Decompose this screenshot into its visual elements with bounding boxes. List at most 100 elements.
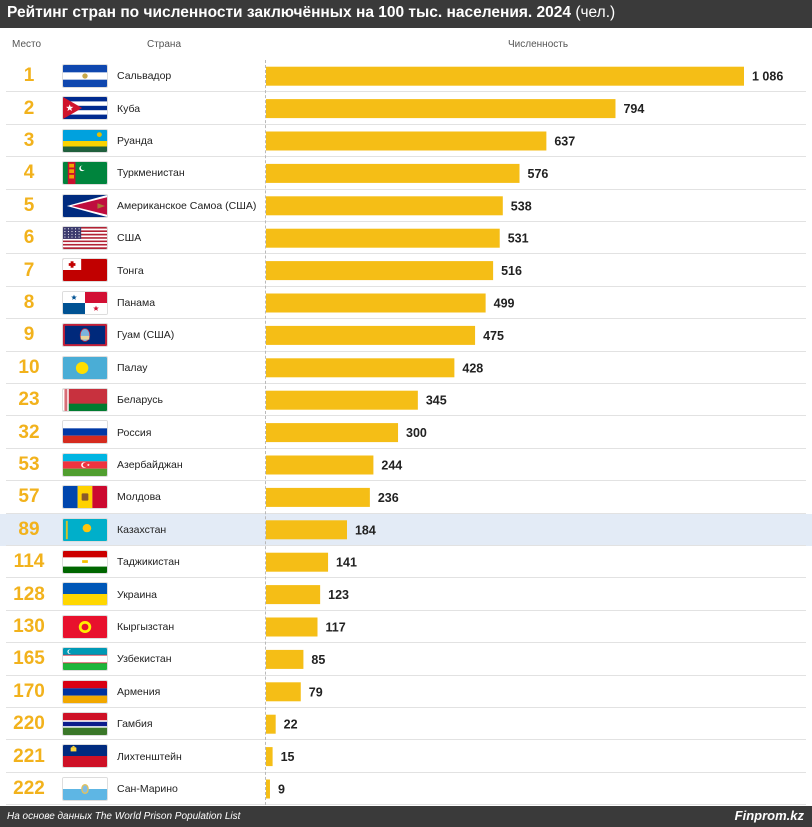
bar-baseline — [265, 60, 266, 805]
value-label: 1 086 — [752, 70, 783, 84]
row-divider — [6, 350, 806, 352]
kyrgyzstan-flag — [62, 614, 108, 639]
bar — [266, 649, 304, 669]
moldova-flag — [62, 485, 108, 510]
bar — [266, 552, 329, 572]
row-divider — [6, 285, 806, 287]
russia-flag — [62, 420, 108, 445]
ukraine-flag — [62, 582, 108, 607]
title-bar: Рейтинг стран по численности заключённых… — [0, 0, 812, 28]
table-row: 222 Сан-Марино — [0, 773, 812, 806]
country-name: Тонга — [117, 264, 144, 277]
bar — [266, 617, 318, 637]
rank-place: 1 — [23, 65, 35, 87]
country-name: Узбекистан — [117, 653, 172, 666]
row-divider — [6, 123, 806, 125]
belarus-flag — [62, 388, 108, 412]
value-label: 22 — [284, 718, 298, 732]
value-label: 79 — [309, 685, 323, 699]
tajikistan-flag — [62, 550, 108, 574]
country-name: Туркменистан — [117, 167, 185, 180]
rank-place: 3 — [23, 129, 35, 151]
san-marino-flag — [62, 776, 108, 801]
rank-place: 114 — [13, 551, 45, 573]
rank-place: 221 — [13, 745, 45, 767]
table-row: 8 Панама — [0, 287, 812, 320]
bar — [266, 390, 418, 410]
country-name: Лихтенштейн — [117, 750, 182, 763]
liechtenstein-flag — [62, 744, 108, 769]
country-name: Украина — [117, 588, 157, 601]
value-label: 516 — [501, 264, 522, 278]
value-label: 538 — [511, 199, 532, 213]
row-divider — [6, 544, 806, 546]
table-row: 1 Сальвадор — [0, 60, 812, 93]
rank-place: 128 — [13, 583, 45, 605]
table-row: 6 США — [0, 222, 812, 255]
row-divider — [6, 512, 806, 514]
value-label: 15 — [281, 750, 295, 764]
value-label: 300 — [406, 426, 427, 440]
value-label: 117 — [326, 621, 346, 635]
bar — [266, 714, 276, 734]
table-row: 7 Тонга — [0, 254, 812, 287]
country-name: Руанда — [117, 134, 153, 147]
value-label: 9 — [278, 783, 285, 797]
bar — [266, 261, 494, 281]
rank-place: 53 — [18, 453, 40, 475]
palau-flag — [62, 355, 108, 380]
value-label: 794 — [623, 102, 644, 116]
salvador-flag — [62, 64, 108, 88]
column-header-country: Страна — [147, 39, 182, 50]
country-name: Гамбия — [117, 718, 153, 731]
table-row: 57 Молдова — [0, 481, 812, 514]
bar — [266, 163, 520, 183]
row-divider — [6, 318, 806, 320]
country-name: Беларусь — [117, 394, 163, 407]
row-divider — [6, 609, 806, 611]
rank-place: 222 — [13, 777, 45, 799]
country-name: Сан-Марино — [117, 782, 178, 795]
american-samoa-flag — [62, 193, 108, 218]
table-row: 170 Армения — [0, 676, 812, 708]
table-row: 32 Россия — [0, 416, 812, 449]
table-row: 53 Азербайджан — [0, 449, 812, 482]
turkmenistan-flag — [62, 161, 108, 186]
armenia-flag — [62, 679, 108, 704]
row-divider — [6, 804, 806, 806]
country-name: Панама — [117, 296, 156, 309]
country-name: Россия — [117, 426, 152, 439]
value-label: 428 — [462, 361, 483, 375]
rank-place: 57 — [18, 486, 40, 508]
rank-place: 8 — [23, 291, 35, 313]
country-name: Куба — [117, 102, 141, 115]
country-name: Молдова — [117, 491, 161, 504]
rank-place: 6 — [23, 227, 35, 249]
value-label: 141 — [336, 556, 357, 570]
country-name: Палау — [117, 361, 148, 374]
row-divider — [6, 480, 806, 482]
bar — [266, 455, 374, 475]
panama-flag — [62, 290, 108, 315]
rank-place: 10 — [18, 356, 40, 378]
country-name: Гуам (США) — [117, 329, 175, 342]
bar — [266, 423, 399, 443]
bar — [266, 131, 547, 151]
rank-place: 7 — [23, 259, 35, 281]
country-name: Азербайджан — [117, 458, 183, 471]
column-header-place: Место — [12, 39, 42, 50]
rank-place: 165 — [13, 648, 45, 670]
bar — [266, 747, 273, 767]
value-label: 576 — [528, 167, 549, 181]
bar — [266, 585, 321, 605]
country-name: Армения — [117, 685, 161, 698]
table-row: 130 Кыргызстан — [0, 611, 812, 644]
bar-chart: 1 086 794 637 576 538 531 516 499 475 428 345 300 24… — [266, 66, 783, 799]
row-divider — [6, 577, 806, 579]
kazakhstan-flag — [62, 517, 108, 542]
table-row: 3 Руанда — [0, 125, 812, 158]
rank-place: 89 — [18, 518, 40, 540]
rank-place: 32 — [18, 421, 40, 443]
value-label: 236 — [378, 491, 399, 505]
bar — [266, 196, 503, 216]
